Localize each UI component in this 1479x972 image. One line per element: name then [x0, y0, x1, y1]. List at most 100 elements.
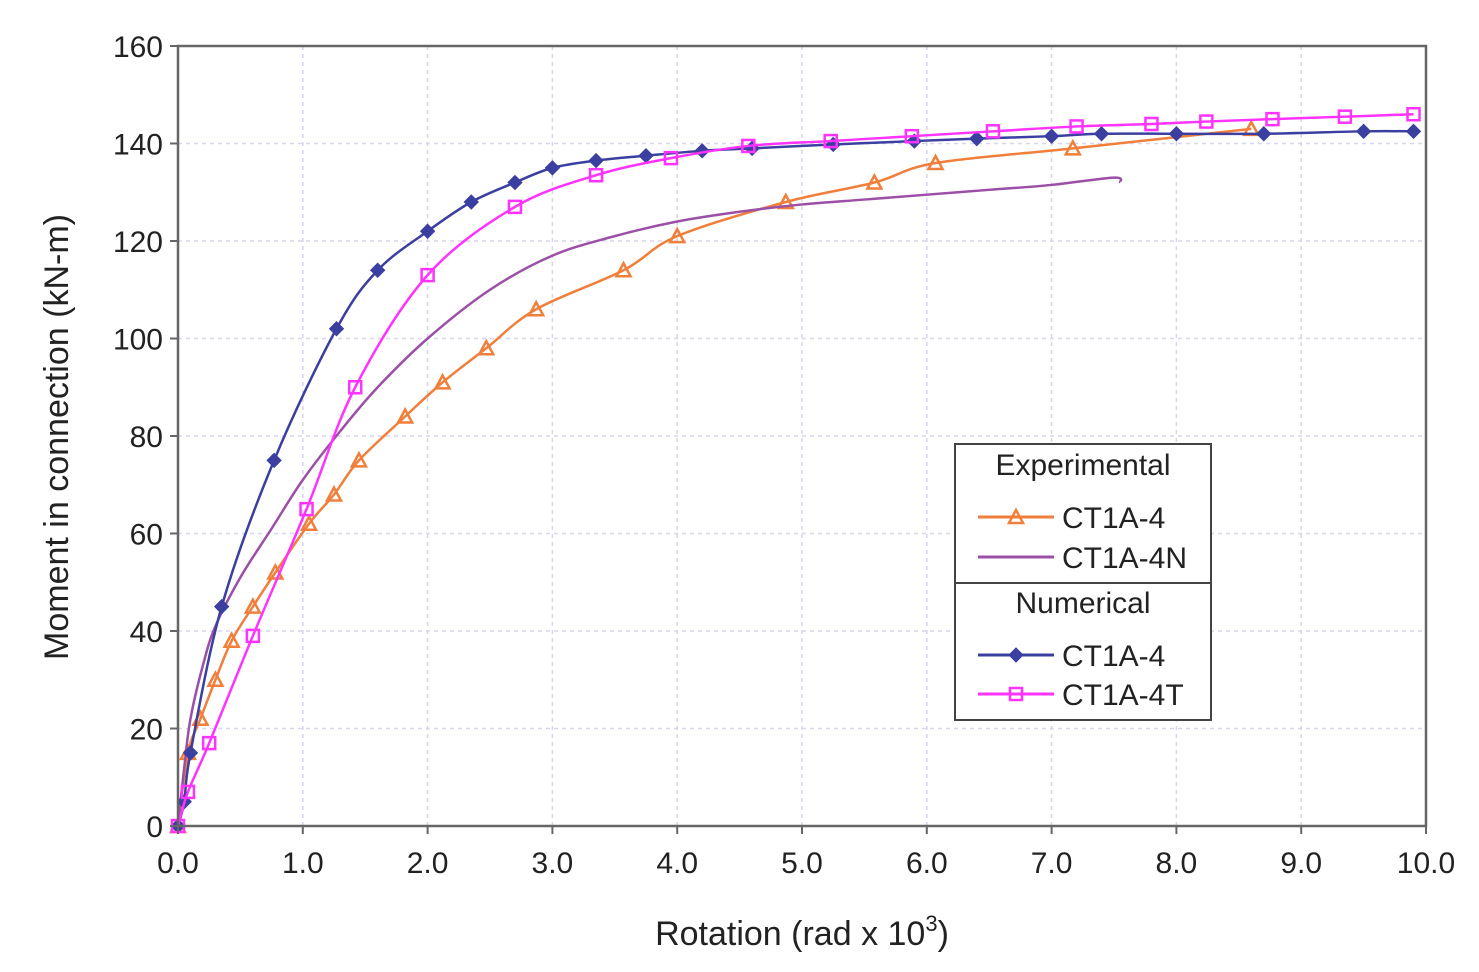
data-point — [865, 172, 884, 190]
data-point — [1256, 126, 1272, 142]
series-2 — [170, 123, 1422, 834]
data-point — [299, 514, 319, 531]
data-point — [1199, 114, 1214, 129]
data-point — [463, 194, 479, 210]
data-point — [369, 262, 386, 278]
x-tick-label: 0.0 — [157, 847, 199, 880]
legend-label: CT1A-4N — [1062, 542, 1187, 575]
data-point — [349, 450, 369, 468]
data-point — [328, 321, 345, 337]
legend-label: CT1A-4 — [1062, 502, 1165, 535]
y-tick-label: 140 — [113, 129, 163, 162]
data-point — [1043, 128, 1060, 144]
y-tick-label: 60 — [130, 519, 163, 552]
x-axis-label-superscript: 3 — [925, 911, 937, 936]
data-point — [823, 133, 838, 149]
data-point — [1265, 111, 1280, 127]
series-line — [176, 113, 1414, 827]
data-point — [1405, 123, 1422, 140]
data-point — [926, 153, 945, 171]
data-point — [201, 735, 217, 751]
legend-entries: CT1A-4 CT1A-4N CT1A-4 CT1A-4T — [978, 502, 1187, 712]
x-tick-label: 7.0 — [1031, 847, 1073, 880]
data-point — [420, 267, 435, 283]
data-point — [776, 192, 795, 210]
data-point — [477, 338, 496, 356]
data-point — [213, 598, 230, 615]
y-axis-label: Moment in connection (kN-m) — [38, 214, 76, 660]
data-point — [1063, 138, 1082, 156]
data-point — [663, 150, 679, 166]
data-point — [614, 260, 633, 278]
y-tick-label: 160 — [113, 31, 163, 64]
data-point — [299, 501, 314, 517]
data-point — [266, 452, 282, 469]
data-point — [527, 299, 546, 317]
data-point — [1406, 107, 1421, 122]
series-1 — [176, 176, 1123, 827]
legend-swatch-marker — [1006, 507, 1026, 525]
x-tick-label: 2.0 — [407, 847, 449, 880]
series-line — [176, 176, 1123, 827]
data-point — [396, 406, 415, 424]
x-tick-label: 5.0 — [781, 847, 823, 880]
y-tick-label: 120 — [113, 226, 163, 259]
data-point — [182, 745, 199, 761]
legend-group-title-numerical: Numerical — [1015, 587, 1150, 620]
series-layer — [168, 107, 1422, 834]
y-axis-ticks: 0 20 40 60 80 100 120 140 160 — [113, 31, 178, 844]
data-point — [1337, 109, 1353, 124]
data-point — [904, 128, 920, 144]
data-point — [1168, 126, 1185, 142]
legend-label: CT1A-4T — [1062, 679, 1184, 712]
y-tick-label: 20 — [130, 714, 163, 747]
data-point — [419, 223, 436, 239]
series-line — [176, 127, 1252, 827]
data-point — [668, 226, 687, 244]
x-tick-label: 4.0 — [656, 847, 698, 880]
x-tick-label: 10.0 — [1397, 847, 1455, 880]
data-point — [222, 631, 241, 648]
legend: Experimental Numerical CT1A-4CT1A-4NCT1A… — [954, 443, 1212, 721]
legend-label: CT1A-4 — [1062, 640, 1165, 673]
legend-swatch-marker — [1008, 686, 1024, 702]
y-tick-label: 80 — [130, 421, 163, 454]
grid-lines — [178, 46, 1426, 826]
data-point — [588, 152, 604, 169]
legend-swatch-marker — [1008, 647, 1024, 663]
series-3 — [170, 107, 1421, 834]
data-point — [1093, 126, 1110, 142]
data-point — [347, 380, 363, 395]
data-point — [544, 160, 561, 176]
x-axis-ticks: 0.0 1.0 2.0 3.0 4.0 5.0 6.0 7.0 8.0 9.0 10.0 — [157, 826, 1455, 880]
x-axis-label-close: ) — [938, 915, 949, 953]
x-tick-label: 9.0 — [1280, 847, 1322, 880]
data-point — [206, 670, 225, 687]
x-axis-label-main: Rotation (rad x 10 — [655, 915, 925, 953]
data-point — [985, 124, 1001, 139]
data-point — [324, 484, 344, 502]
data-point — [507, 174, 523, 191]
data-point — [1144, 116, 1159, 132]
data-point — [180, 784, 196, 800]
y-tick-label: 40 — [130, 616, 163, 649]
y-tick-label: 0 — [146, 811, 163, 844]
x-axis-label: Rotation (rad x 103) — [655, 911, 949, 953]
data-point — [588, 167, 604, 183]
data-point — [969, 130, 985, 147]
data-point — [507, 199, 523, 215]
y-tick-label: 100 — [113, 324, 163, 357]
legend-group-title-experimental: Experimental — [995, 449, 1170, 482]
x-tick-label: 8.0 — [1156, 847, 1198, 880]
data-point — [1355, 123, 1372, 140]
data-point — [245, 628, 261, 644]
x-tick-label: 6.0 — [906, 847, 948, 880]
x-tick-label: 3.0 — [532, 847, 574, 880]
data-point — [433, 372, 452, 390]
data-point — [1069, 119, 1084, 134]
data-point — [741, 138, 756, 154]
data-point — [243, 596, 262, 614]
x-tick-label: 1.0 — [282, 847, 324, 880]
